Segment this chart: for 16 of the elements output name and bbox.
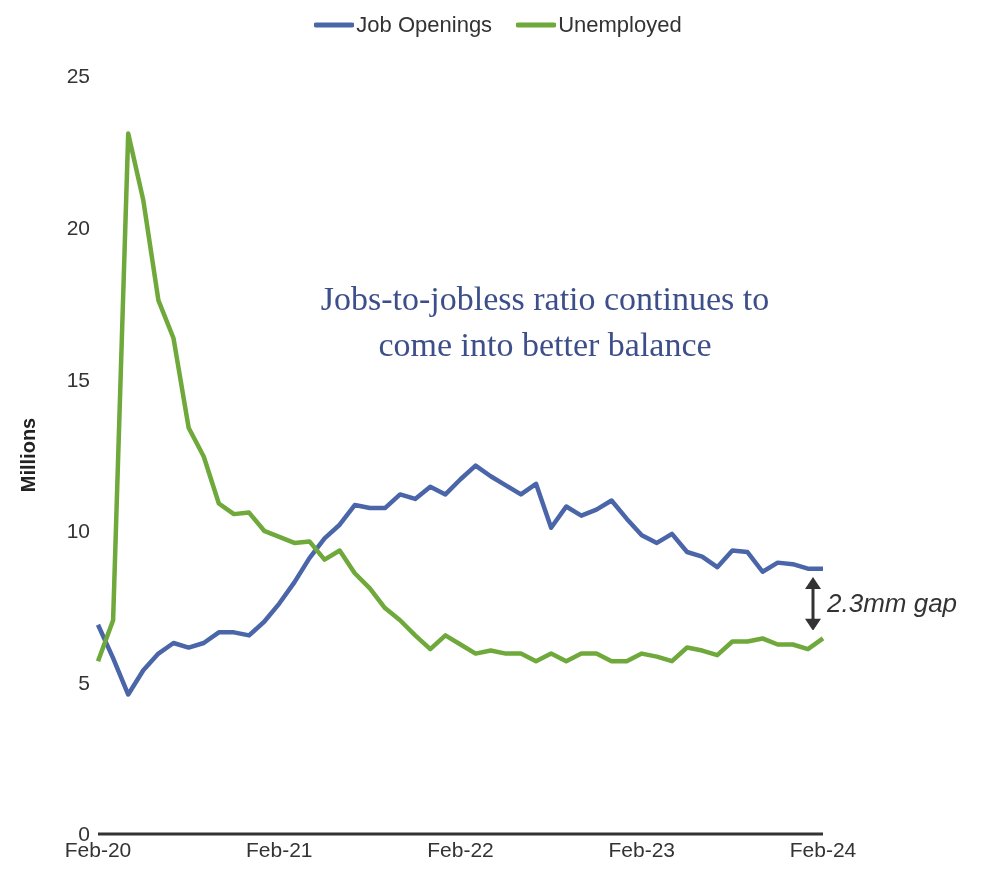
legend-label: Job Openings [356,12,493,38]
y-axis-title: Millions [17,417,40,493]
y-tick-label: 15 [66,367,90,391]
annotation: Jobs-to-jobless ratio continues to come into better balance [319,279,771,365]
x-tick-label: Feb-24 [789,837,857,861]
x-tick-label: Feb-22 [427,837,494,861]
text: 2.3mm gap [827,587,958,619]
y-tick-label: 25 [66,64,90,88]
legend-label: Unemployed [558,12,682,38]
y-tick-label: 5 [78,670,90,694]
y-tick-label: 20 [66,216,90,240]
x-tick-label: Feb-21 [245,837,313,861]
x-tick-label: Feb-23 [608,837,676,861]
line-series [95,131,826,664]
y-tick-label: 10 [66,519,90,543]
line-series [95,463,826,697]
